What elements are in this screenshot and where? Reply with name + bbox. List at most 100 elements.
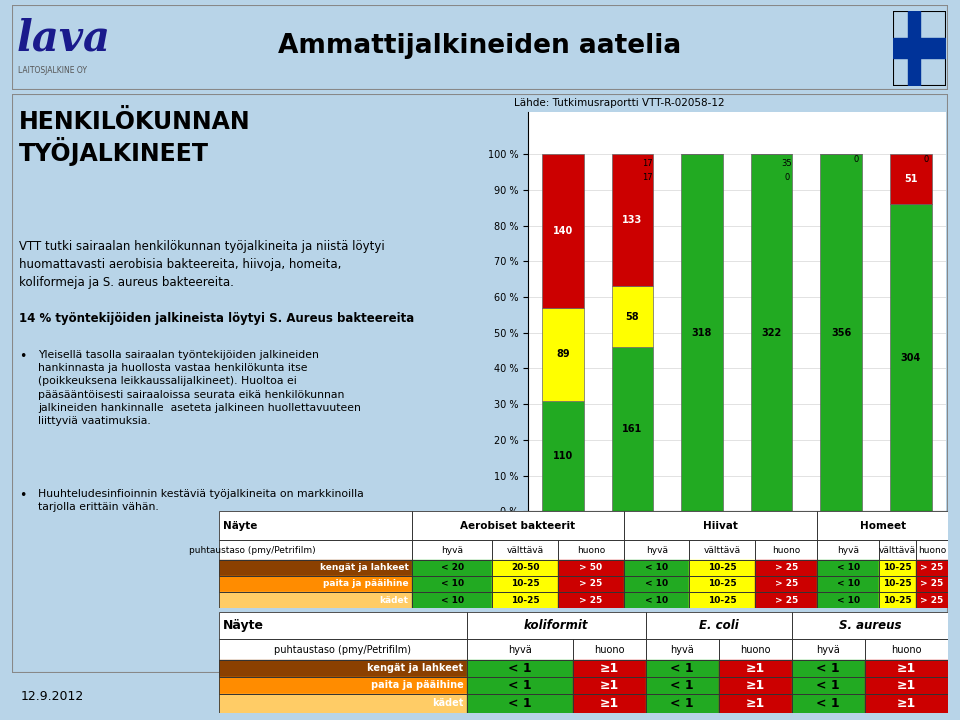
Bar [865, 639, 948, 660]
Bar [467, 612, 646, 639]
Bar [879, 592, 916, 608]
Text: > 25: > 25 [775, 563, 798, 572]
Text: huono: huono [772, 546, 801, 554]
Text: 161: 161 [622, 424, 642, 434]
Text: Jalkineet ja lahkeet
(N=339-357): Jalkineet ja lahkeet (N=339-357) [684, 631, 790, 652]
Bar [624, 592, 689, 608]
Text: < 10: < 10 [645, 580, 668, 588]
Bar [865, 693, 948, 713]
Text: 0: 0 [924, 156, 928, 164]
Bar [219, 693, 467, 713]
Bar [719, 677, 792, 693]
Bar [879, 540, 916, 560]
Bar [558, 540, 624, 560]
Bar [879, 540, 916, 560]
Text: Huuhteludesinfioinnin kestäviä työjalkineita on markkinoilla
tarjolla erittäin v: Huuhteludesinfioinnin kestäviä työjalkin… [38, 489, 364, 512]
Bar [219, 592, 412, 608]
Bar [573, 660, 646, 677]
Bar [612, 287, 653, 347]
Bar [412, 592, 492, 608]
Text: 356: 356 [831, 328, 852, 338]
Bar [219, 560, 412, 576]
Bar [756, 576, 817, 592]
Bar [689, 540, 756, 560]
Bar [492, 592, 558, 608]
Bar [219, 540, 412, 560]
Bar [573, 693, 646, 713]
Text: 58: 58 [626, 312, 639, 322]
Bar [219, 592, 412, 608]
Text: hyvä: hyvä [442, 546, 464, 554]
Text: 10-25: 10-25 [883, 580, 912, 588]
Text: lava: lava [16, 18, 110, 60]
Text: huono: huono [740, 645, 770, 654]
Text: 0: 0 [853, 156, 859, 164]
Bar [573, 660, 646, 677]
Bar [916, 540, 948, 560]
Text: välttävä: välttävä [507, 546, 544, 554]
Bar [412, 560, 492, 576]
Bar [219, 576, 412, 592]
Bar [412, 511, 624, 540]
Text: < 10: < 10 [836, 580, 860, 588]
Text: Näyte: Näyte [223, 619, 264, 632]
Text: < 1: < 1 [816, 662, 840, 675]
Text: < 1: < 1 [508, 678, 532, 692]
Bar [646, 677, 719, 693]
Bar [817, 540, 879, 560]
Text: huono: huono [594, 645, 624, 654]
Bar [916, 592, 948, 608]
Text: puhtaustaso (pmy/Petrifilm): puhtaustaso (pmy/Petrifilm) [189, 546, 316, 554]
Bar [865, 660, 948, 677]
Bar [792, 693, 865, 713]
Text: 89: 89 [556, 349, 569, 359]
Text: kengät ja lahkeet: kengät ja lahkeet [320, 563, 409, 572]
Bar [646, 660, 719, 677]
Bar [219, 639, 467, 660]
Text: huono: huono [918, 546, 947, 554]
Text: 14 % työntekijöiden jalkineista löytyi S. Aureus bakteereita: 14 % työntekijöiden jalkineista löytyi S… [19, 312, 415, 325]
Text: ≥1: ≥1 [746, 697, 765, 710]
Bar [792, 612, 948, 639]
Bar [792, 677, 865, 693]
Bar [467, 612, 646, 639]
Bar [612, 347, 653, 511]
Bar [573, 639, 646, 660]
Bar [756, 540, 817, 560]
Bar [467, 660, 573, 677]
Bar [916, 540, 948, 560]
Bar [865, 639, 948, 660]
Text: huono: huono [577, 546, 605, 554]
Text: 10-25: 10-25 [883, 595, 912, 605]
Bar [541, 154, 584, 308]
Bar [467, 693, 573, 713]
Bar [412, 511, 624, 540]
Bar [558, 592, 624, 608]
Bar [682, 154, 723, 511]
Bar [624, 592, 689, 608]
Bar [541, 400, 584, 511]
Bar [756, 592, 817, 608]
Text: > 25: > 25 [921, 595, 944, 605]
Bar [719, 639, 792, 660]
Bar [756, 592, 817, 608]
Text: hyvä: hyvä [646, 546, 667, 554]
Bar [219, 612, 467, 639]
Bar [719, 693, 792, 713]
Bar [219, 511, 412, 540]
Bar [646, 639, 719, 660]
Text: VTT tutki sairaalan henkilökunnan työjalkineita ja niistä löytyi
huomattavasti a: VTT tutki sairaalan henkilökunnan työjal… [19, 240, 385, 289]
Bar [467, 639, 573, 660]
Bar [879, 560, 916, 576]
Text: < 1: < 1 [816, 678, 840, 692]
Bar [689, 576, 756, 592]
Text: Hiivat: Hiivat [703, 521, 738, 531]
Bar [865, 677, 948, 693]
Text: puhtaustaso (pmy/Petrifilm): puhtaustaso (pmy/Petrifilm) [275, 645, 412, 654]
Bar [558, 576, 624, 592]
Bar [689, 560, 756, 576]
Bar [792, 660, 865, 677]
Text: > 50: > 50 [580, 563, 603, 572]
Text: > 25: > 25 [921, 580, 944, 588]
Text: LAITOSJALKINE OY: LAITOSJALKINE OY [18, 66, 87, 75]
